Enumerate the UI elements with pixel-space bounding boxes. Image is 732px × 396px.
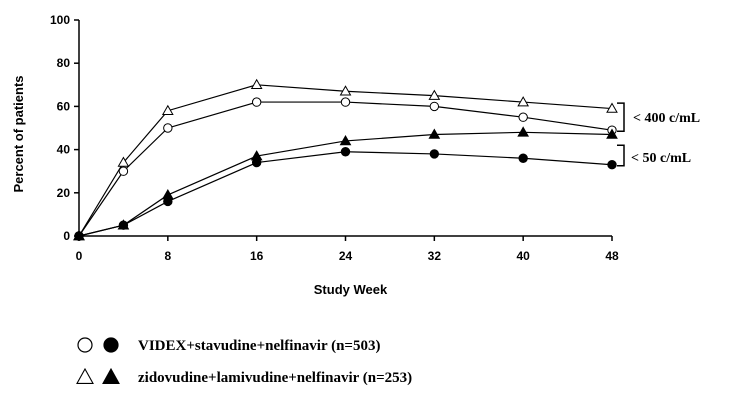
legend-marker-open-circle: [77, 337, 93, 353]
annotation-400-label: < 400 c/mL: [633, 111, 700, 126]
x-tick-label: 8: [164, 249, 171, 263]
data-point-filled-circle: [340, 147, 351, 157]
legend: VIDEX+stavudine+nelfinavir (n=503) zidov…: [76, 337, 412, 386]
data-point-filled-circle: [74, 231, 84, 241]
series-open-circle-400-c-ml: [74, 97, 617, 241]
series-filled-circle-50-c-ml: [74, 147, 617, 241]
y-tick-label: 40: [57, 143, 71, 157]
y-axis-title: Percent of patients: [11, 75, 26, 192]
annotation-layer: < 400 c/mL < 50 c/mL: [617, 102, 700, 167]
data-point-open-triangle: [428, 89, 441, 100]
data-point-filled-circle: [251, 157, 262, 168]
x-tick-label: 32: [428, 249, 442, 263]
data-point-open-circle: [251, 97, 262, 107]
legend-row-zidovudine: zidovudine+lamivudine+nelfinavir (n=253): [76, 367, 412, 386]
series-filled-triangle-50-c-ml: [73, 126, 618, 241]
x-axis-title: Study Week: [314, 282, 388, 297]
data-point-open-triangle: [117, 156, 130, 167]
data-point-filled-triangle: [339, 134, 352, 146]
data-point-open-circle: [429, 101, 440, 112]
legend-marker-filled-triangle: [102, 367, 120, 384]
data-point-filled-circle: [163, 196, 173, 207]
x-tick-label: 0: [76, 249, 83, 263]
legend-marker-filled-circle: [103, 337, 119, 353]
bracket-400: [617, 102, 625, 132]
y-ticks: 0 20 40 60 80 100: [50, 13, 79, 243]
data-point-open-circle: [118, 166, 129, 176]
data-point-open-triangle: [250, 78, 263, 90]
legend-label-zidovudine: zidovudine+lamivudine+nelfinavir (n=253): [138, 370, 412, 386]
y-tick-label: 80: [57, 56, 71, 70]
series-layer: [73, 78, 618, 241]
data-point-filled-triangle: [517, 126, 530, 137]
bracket-50: [617, 144, 625, 167]
data-point-filled-circle: [518, 153, 528, 163]
data-point-filled-circle: [429, 149, 440, 159]
data-point-open-circle: [163, 123, 173, 133]
data-point-filled-triangle: [428, 128, 441, 139]
data-point-open-triangle: [606, 102, 618, 113]
x-tick-label: 16: [250, 249, 264, 263]
data-point-open-triangle: [339, 85, 352, 96]
y-tick-label: 60: [57, 99, 71, 113]
y-tick-label: 100: [50, 13, 70, 27]
legend-row-videx: VIDEX+stavudine+nelfinavir (n=503): [77, 337, 380, 354]
x-tick-label: 48: [605, 249, 619, 263]
x-tick-label: 24: [339, 249, 353, 263]
x-tick-label: 40: [516, 249, 530, 263]
x-ticks: 0 8 16 24 32 40 48: [76, 236, 619, 263]
series-line: [78, 84, 613, 237]
data-point-open-circle: [518, 112, 528, 122]
data-point-filled-circle: [118, 220, 129, 230]
data-point-filled-circle: [607, 160, 617, 170]
legend-marker-open-triangle: [76, 367, 94, 384]
y-tick-label: 20: [57, 186, 71, 200]
data-point-filled-triangle: [606, 128, 618, 139]
axes: 0 20 40 60 80 100 0 8 16 24 32 40 48 Percent of pat…: [11, 13, 619, 297]
annotation-50-label: < 50 c/mL: [631, 151, 691, 166]
series-line: [78, 101, 613, 237]
legend-label-videx: VIDEX+stavudine+nelfinavir (n=503): [138, 338, 380, 354]
data-point-open-triangle: [161, 104, 174, 115]
data-point-open-circle: [340, 97, 351, 107]
series-line: [78, 131, 613, 237]
series-line: [78, 151, 613, 237]
data-point-open-triangle: [517, 96, 530, 107]
y-tick-label: 0: [63, 229, 70, 243]
